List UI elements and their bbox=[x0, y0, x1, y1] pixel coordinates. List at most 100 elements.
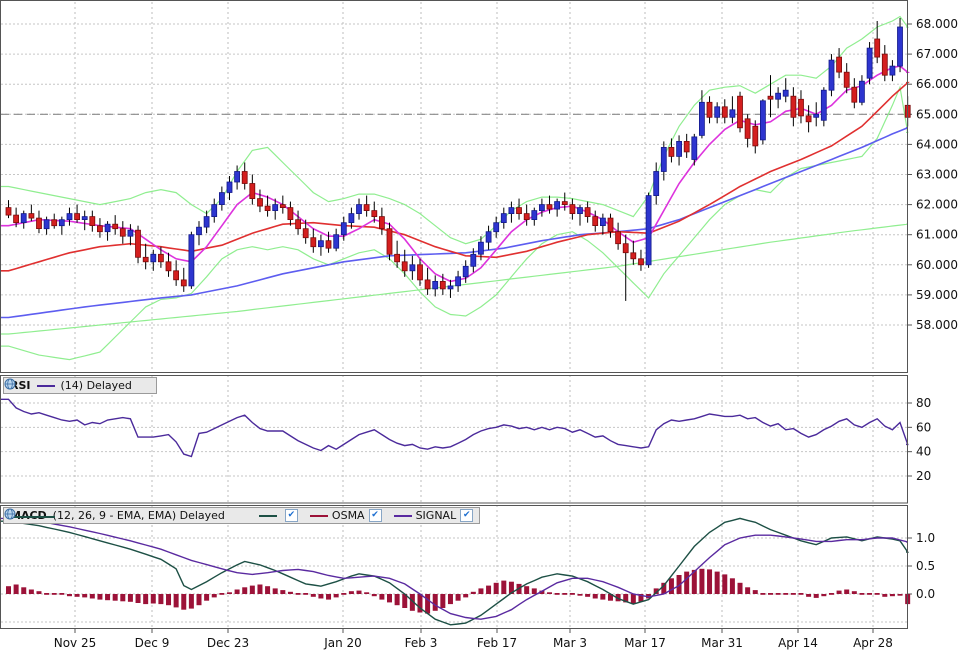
osma-zero-dash bbox=[295, 593, 301, 595]
osma-histogram-bar bbox=[318, 594, 324, 599]
osma-histogram-bar bbox=[196, 594, 202, 606]
osma-histogram-bar bbox=[120, 594, 126, 602]
candle-body bbox=[378, 216, 385, 230]
candle-body bbox=[287, 207, 294, 221]
osma-histogram-bar bbox=[127, 594, 133, 602]
candle-body bbox=[241, 171, 248, 184]
candle-body bbox=[5, 207, 12, 216]
macd-line bbox=[1, 517, 910, 626]
macd-indicator-name: MACD bbox=[7, 509, 55, 522]
osma-histogram-bar bbox=[326, 594, 332, 600]
mid-ma-line bbox=[1, 81, 910, 272]
osma-zero-dash bbox=[341, 593, 347, 595]
candle-body bbox=[455, 276, 462, 287]
candle-body bbox=[836, 56, 842, 73]
candle-body bbox=[691, 136, 698, 160]
bollinger-upper-line bbox=[1, 15, 909, 245]
osma-histogram-bar bbox=[432, 594, 438, 611]
osma-zero-dash bbox=[303, 593, 309, 595]
osma-zero-dash bbox=[219, 593, 225, 595]
osma-zero-dash bbox=[874, 593, 880, 595]
rsi-info-globe-icon[interactable] bbox=[4, 378, 150, 392]
osma-histogram-bar bbox=[66, 594, 72, 597]
x-axis-date-label: Mar 3 bbox=[553, 636, 587, 650]
candle-body bbox=[112, 223, 119, 230]
osma-histogram-bar bbox=[402, 594, 408, 608]
osma-histogram-bar bbox=[310, 594, 316, 597]
osma-zero-dash bbox=[775, 593, 781, 595]
osma-histogram-bar bbox=[135, 594, 141, 603]
osma-histogram-bar bbox=[524, 586, 530, 594]
candle-body bbox=[325, 240, 332, 249]
osma-histogram-bar bbox=[531, 588, 537, 594]
macd-visibility-checkbox[interactable]: ✔ bbox=[284, 509, 298, 522]
candle-body bbox=[729, 109, 736, 118]
osma-histogram-bar bbox=[36, 591, 42, 594]
signal-visibility-checkbox[interactable]: ✔ bbox=[460, 509, 474, 522]
candle-body bbox=[218, 192, 225, 206]
candle-body bbox=[89, 216, 96, 227]
x-axis-date-label: Feb 17 bbox=[477, 636, 517, 650]
candle-body bbox=[676, 140, 682, 157]
price-axis-label: 66.000 bbox=[916, 77, 958, 91]
rsi-axis-label: 80 bbox=[916, 396, 931, 410]
candle-body bbox=[630, 252, 637, 260]
candle-body bbox=[310, 237, 317, 248]
osma-zero-dash bbox=[828, 593, 834, 595]
osma-histogram-bar bbox=[379, 594, 385, 600]
price-axis-label: 65.000 bbox=[916, 107, 958, 121]
x-axis-date-label: Mar 31 bbox=[701, 636, 743, 650]
osma-histogram-bar bbox=[729, 578, 735, 594]
candle-body bbox=[439, 280, 446, 290]
osma-histogram-bar bbox=[226, 592, 232, 594]
candle-body bbox=[340, 222, 347, 236]
osma-histogram-bar bbox=[181, 594, 187, 610]
osma-histogram-bar bbox=[249, 585, 255, 594]
osma-histogram-bar bbox=[280, 590, 286, 594]
osma-histogram-bar bbox=[348, 591, 354, 594]
osma-histogram-bar bbox=[272, 588, 278, 594]
osma-histogram-bar bbox=[470, 591, 476, 594]
macd-axis-label: 0.0 bbox=[916, 587, 935, 601]
osma-histogram-bar bbox=[691, 569, 697, 594]
osma-histogram-bar bbox=[493, 582, 499, 594]
osma-histogram-bar bbox=[707, 569, 713, 594]
candle-body bbox=[554, 201, 560, 210]
candle-body bbox=[508, 207, 515, 215]
candle-body bbox=[653, 171, 660, 197]
osma-visibility-checkbox[interactable]: ✔ bbox=[368, 509, 382, 522]
candle-body bbox=[645, 195, 652, 266]
candle-body bbox=[409, 264, 416, 272]
candle-body bbox=[81, 216, 88, 221]
osma-histogram-bar bbox=[821, 594, 827, 597]
candle-body bbox=[660, 146, 667, 172]
osma-zero-dash bbox=[867, 593, 873, 595]
price-panel-border bbox=[0, 0, 908, 373]
osma-histogram-bar bbox=[623, 594, 629, 603]
osma-histogram-bar bbox=[722, 574, 728, 594]
candle-body bbox=[813, 113, 820, 118]
macd-legend: MACD (12, 26, 9 - EMA, EMA) Delayed ✔ OS… bbox=[3, 507, 481, 524]
osma-histogram-bar bbox=[585, 594, 591, 597]
candle-body bbox=[386, 228, 393, 255]
x-axis-date-label: Apr 14 bbox=[778, 636, 818, 650]
macd-axis-label: 1.0 bbox=[916, 531, 935, 545]
candle-body bbox=[500, 213, 507, 224]
candle-body bbox=[135, 229, 141, 258]
candle-body bbox=[150, 253, 157, 263]
candle-body bbox=[272, 204, 279, 212]
macd-series-swatch bbox=[258, 514, 277, 517]
osma-histogram-bar bbox=[204, 594, 210, 601]
osma-histogram-bar bbox=[287, 591, 293, 594]
candle-body bbox=[622, 243, 629, 254]
candle-body bbox=[600, 217, 606, 227]
macd-info-globe-icon[interactable] bbox=[4, 508, 243, 522]
candle-body bbox=[234, 171, 241, 183]
osma-histogram-bar bbox=[745, 587, 751, 594]
osma-histogram-bar bbox=[714, 571, 720, 594]
candle-body bbox=[699, 101, 705, 136]
osma-histogram-bar bbox=[630, 594, 636, 604]
osma-histogram-bar bbox=[105, 594, 111, 601]
candle-body bbox=[737, 95, 743, 129]
